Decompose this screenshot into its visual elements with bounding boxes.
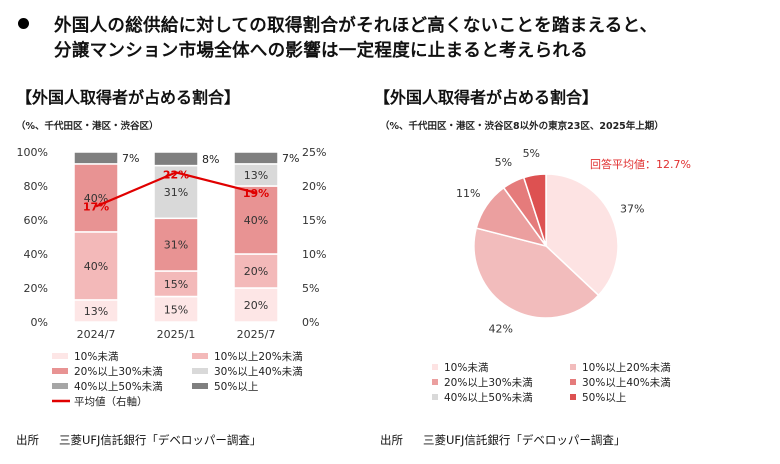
bar-segment (73, 151, 119, 165)
bar-value-label: 40% (244, 214, 268, 227)
pie-value-label: 5% (495, 156, 512, 169)
x-tick-label: 2025/1 (157, 328, 196, 341)
right-panel-note: （%、千代田区・港区・渋谷区8以外の東京23区、2025年上期） (380, 121, 664, 132)
y-tick-label: 80% (24, 180, 48, 193)
average-value-label: 22% (163, 168, 189, 181)
y2-tick-label: 15% (302, 214, 326, 227)
x-tick-label: 2025/7 (237, 328, 276, 341)
bar-value-label: 15% (164, 303, 188, 316)
pie-annotation: 回答平均値：12.7% (590, 157, 691, 171)
left-source: 出所 三菱UFJ信託銀行「デベロッパー調査」 (16, 432, 261, 448)
legend-label: 10%未満 (444, 362, 489, 374)
legend-label: 30%以上40%未満 (582, 377, 671, 389)
legend-swatch (570, 379, 576, 385)
legend-swatch (52, 368, 68, 374)
right-source-label: 出所 (380, 433, 403, 447)
legend-label: 20%以上30%未満 (74, 366, 163, 378)
bar-segment (233, 253, 279, 289)
left-source-label: 出所 (16, 433, 39, 447)
bar-value-label: 7% (122, 152, 139, 165)
legend-label: 50%以上 (214, 381, 258, 393)
bar-segment (153, 270, 199, 298)
legend-label: 10%未満 (74, 351, 119, 363)
x-tick-label: 2024/7 (77, 328, 116, 341)
pie-slice (473, 227, 600, 319)
legend-swatch (570, 394, 576, 400)
legend-swatch (52, 353, 68, 359)
legend-swatch (432, 394, 438, 400)
stacked-bar-chart: 0% 20% 40% 60% 80% 100% 0% 5% 10% 15% 20% 25% 13% 40%… (17, 146, 327, 408)
legend-swatch (52, 383, 68, 389)
right-panel-title: 【外国人取得者が占める割合】 (374, 88, 599, 107)
y2-tick-label: 5% (302, 282, 319, 295)
legend-swatch (432, 379, 438, 385)
legend-label: 平均値（右軸） (74, 395, 148, 408)
bar-value-label: 31% (164, 239, 188, 252)
bar-value-label: 40% (84, 260, 108, 273)
legend-label: 10%以上20%未満 (582, 362, 671, 374)
bar-segment (73, 163, 119, 233)
pie-value-label: 11% (456, 187, 480, 200)
headline-line-1: 外国人の総供給に対しての取得割合がそれほど高くないことを踏まえると、 (54, 16, 658, 36)
pie-slice (522, 173, 547, 247)
legend-label: 20%以上30%未満 (444, 377, 533, 389)
y2-tick-label: 20% (302, 180, 326, 193)
y-tick-label: 100% (17, 146, 48, 159)
bar-value-label: 13% (244, 169, 268, 182)
pie-value-label: 5% (523, 147, 540, 160)
bar-segment (233, 287, 279, 323)
y2-tick-label: 0% (302, 316, 319, 329)
bullet-icon (18, 18, 29, 29)
average-value-label: 19% (243, 187, 269, 200)
y-tick-label: 20% (24, 282, 48, 295)
pie-slice (545, 173, 619, 297)
bar-segment (153, 151, 199, 167)
left-source-text: 三菱UFJ信託銀行「デベロッパー調査」 (59, 433, 262, 447)
bar-segment (73, 231, 119, 301)
legend-label: 10%以上20%未満 (214, 351, 303, 363)
legend-swatch (570, 364, 576, 370)
legend-label: 50%以上 (582, 392, 626, 404)
pie-chart: 37% 42% 11% 5% 5% 回答平均値：12.7% 10%未満 10%以上20%未満 2… (432, 147, 691, 404)
legend-swatch (432, 364, 438, 370)
legend-swatch (192, 368, 208, 374)
legend-label: 40%以上50%未満 (444, 392, 533, 404)
bar-value-label: 20% (244, 299, 268, 312)
bar-segment (233, 151, 279, 165)
right-source-text: 三菱UFJ信託銀行「デベロッパー調査」 (423, 433, 626, 447)
legend-swatch (192, 383, 208, 389)
bar-segment (153, 164, 199, 220)
bar-value-label: 13% (84, 305, 108, 318)
y-tick-label: 40% (24, 248, 48, 261)
bar-value-label: 7% (282, 152, 299, 165)
bar-value-label: 31% (164, 186, 188, 199)
bar-value-label: 8% (202, 153, 219, 166)
legend-label: 40%以上50%未満 (74, 381, 163, 393)
left-panel-note: （%、千代田区・港区・渋谷区） (16, 121, 159, 132)
bar-segment (153, 295, 199, 323)
legend-swatch (192, 353, 208, 359)
y2-tick-label: 10% (302, 248, 326, 261)
y-tick-label: 0% (31, 316, 48, 329)
legend-label: 30%以上40%未満 (214, 366, 303, 378)
y2-tick-label: 25% (302, 146, 326, 159)
bar-value-label: 40% (84, 192, 108, 205)
bar-value-label: 15% (164, 278, 188, 291)
headline-line-2: 分譲マンション市場全体への影響は一定程度に止まると考えられる (54, 41, 588, 61)
left-panel-title: 【外国人取得者が占める割合】 (16, 88, 241, 107)
average-line (95, 171, 257, 208)
right-source: 出所 三菱UFJ信託銀行「デベロッパー調査」 (380, 432, 625, 448)
bar-value-label: 20% (244, 265, 268, 278)
y-tick-label: 60% (24, 214, 48, 227)
pie-value-label: 37% (620, 203, 644, 216)
average-value-label: 17% (83, 200, 109, 213)
pie-value-label: 42% (488, 322, 512, 335)
